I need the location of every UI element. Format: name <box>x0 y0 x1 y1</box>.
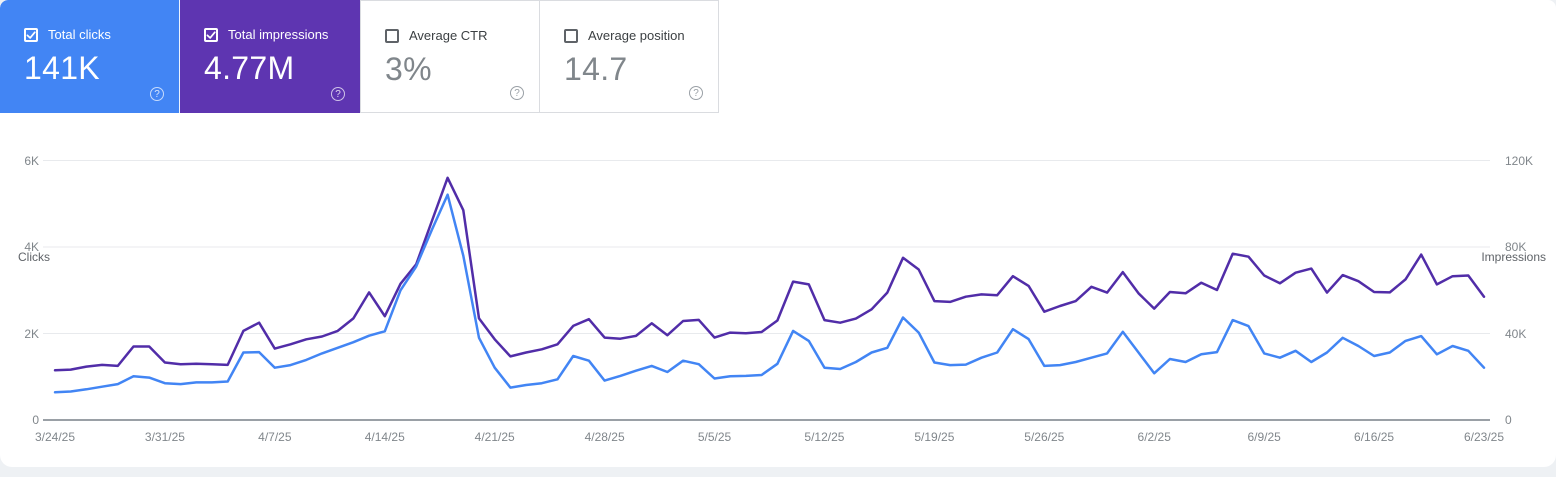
left-axis-tick: 2K <box>24 326 39 341</box>
x-axis-date-label: 3/24/25 <box>34 430 76 444</box>
checkbox-unchecked-icon[interactable] <box>385 28 399 43</box>
metric-cards-row: Total clicks 141K? Total impressions 4.77M?… <box>0 0 719 113</box>
metric-card-value: 3% <box>385 51 432 87</box>
metric-card-label: Total impressions <box>228 27 329 42</box>
metric-card-header: Total impressions <box>204 27 328 42</box>
x-axis-date-label: 5/5/25 <box>697 430 732 444</box>
performance-chart[interactable]: Clicks Impressions <box>0 113 1556 467</box>
left-axis-title: Clicks <box>18 250 50 264</box>
checkbox-checked-icon[interactable] <box>204 27 218 42</box>
metric-card-header: Average CTR <box>385 28 488 43</box>
performance-report-card: Total clicks 141K? Total impressions 4.77M?… <box>0 0 1556 467</box>
metric-card-value: 14.7 <box>564 51 628 87</box>
metric-card-total-impressions[interactable]: Total impressions 4.77M? <box>180 0 360 113</box>
help-icon[interactable]: ? <box>510 86 524 100</box>
left-axis-tick: 0 <box>32 413 39 427</box>
metric-card-value: 4.77M <box>204 50 295 86</box>
metric-card-value: 141K <box>24 50 100 86</box>
right-axis-title: Impressions <box>1481 250 1546 264</box>
checkbox-checked-icon[interactable] <box>24 27 38 42</box>
x-axis-date-label: 4/21/25 <box>474 430 515 444</box>
right-axis-tick: 0 <box>1505 413 1512 427</box>
metric-card-label: Total clicks <box>48 27 111 42</box>
impressions-line-series[interactable] <box>53 176 1486 372</box>
metric-card-label: Average CTR <box>409 28 488 43</box>
x-axis-date-label: 3/31/25 <box>144 430 185 444</box>
x-axis-date-label: 6/2/25 <box>1137 430 1171 444</box>
right-axis-tick: 80K <box>1505 240 1527 254</box>
x-axis-date-label: 6/16/25 <box>1354 430 1395 444</box>
left-axis-tick: 4K <box>24 240 39 254</box>
x-axis-date-label: 5/19/25 <box>914 430 955 444</box>
metric-card-header: Average position <box>564 28 685 43</box>
clicks-line-series[interactable] <box>53 193 1486 394</box>
x-axis-date-label: 4/28/25 <box>584 430 625 444</box>
metric-card-header: Total clicks <box>24 27 111 42</box>
help-icon[interactable]: ? <box>331 87 345 101</box>
right-axis-tick: 40K <box>1505 326 1527 341</box>
metric-card-label: Average position <box>588 28 685 43</box>
metric-card-average-position[interactable]: Average position 14.7? <box>539 0 719 113</box>
left-axis-tick: 6K <box>24 153 39 168</box>
x-axis-date-label: 5/12/25 <box>804 430 845 444</box>
chart-canvas[interactable] <box>0 113 1556 467</box>
x-axis-date-label: 6/9/25 <box>1247 430 1281 444</box>
metric-card-total-clicks[interactable]: Total clicks 141K? <box>0 0 180 113</box>
help-icon[interactable]: ? <box>689 86 703 100</box>
x-axis-date-label: 4/7/25 <box>258 430 292 444</box>
x-axis-date-label: 5/26/25 <box>1024 430 1065 444</box>
x-axis-date-label: 6/23/25 <box>1463 430 1505 444</box>
metric-card-average-ctr[interactable]: Average CTR 3%? <box>360 0 540 113</box>
right-axis-tick: 120K <box>1505 153 1534 168</box>
x-axis-date-label: 4/14/25 <box>364 430 405 444</box>
checkbox-unchecked-icon[interactable] <box>564 28 578 43</box>
help-icon[interactable]: ? <box>150 87 164 101</box>
